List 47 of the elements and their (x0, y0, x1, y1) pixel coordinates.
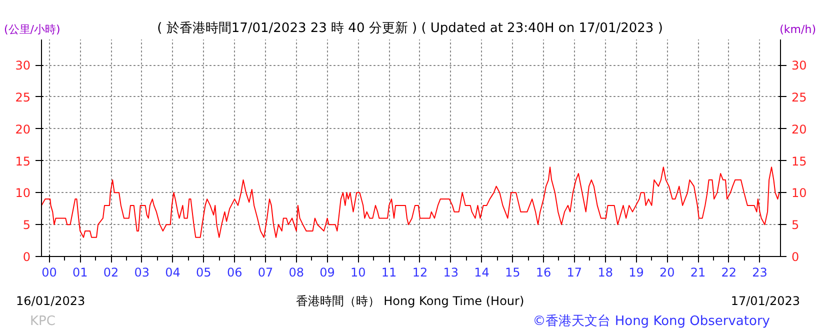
x-tick-label: 03 (134, 266, 150, 280)
x-tick-label: 19 (628, 266, 644, 280)
y2-tick-label: 5 (792, 218, 800, 232)
x-tick-label: 04 (165, 266, 180, 280)
text: KPC (30, 313, 56, 331)
x-tick-label: 13 (443, 266, 458, 280)
y2-axis-title: (km/h) (780, 22, 816, 38)
line-series (42, 166, 780, 238)
x-tick-label: 08 (288, 266, 304, 280)
x-tick-label: 14 (474, 266, 490, 280)
x-tick-label: 18 (598, 266, 613, 280)
x-tick-label: 20 (659, 266, 675, 280)
x-tick-label: 06 (226, 266, 242, 280)
y-axis-title: (公里/小時) (4, 22, 60, 38)
text: ©香港天文台 Hong Kong Observatory (532, 313, 770, 331)
x-tick-label: 12 (412, 266, 428, 280)
y-tick-label: 5 (22, 218, 31, 232)
x-tick-label: 11 (381, 266, 397, 280)
text: 16/01/2023 (16, 293, 86, 310)
y2-tick-label: 20 (792, 122, 807, 136)
x-tick-label: 00 (42, 266, 57, 280)
y2-tick-label: 0 (792, 250, 800, 264)
y-tick-label: 0 (22, 250, 31, 264)
x-tick-label: 21 (690, 266, 706, 280)
x-tick-label: 01 (72, 266, 88, 280)
y-tick-label: 20 (15, 122, 31, 136)
x-tick-label: 16 (536, 266, 552, 280)
x-tick-label: 23 (752, 266, 768, 280)
y2-tick-label: 25 (792, 90, 807, 104)
y2-tick-label: 15 (792, 154, 807, 168)
x-tick-label: 07 (258, 266, 274, 280)
x-tick-label: 15 (505, 266, 520, 280)
x-tick-label: 09 (320, 266, 335, 280)
x-tick-label: 02 (103, 266, 119, 280)
y-tick-label: 15 (15, 154, 31, 168)
x-tick-label: 22 (721, 266, 737, 280)
chart-title: ( 於香港時間17/01/2023 23 時 40 分更新 ) ( Updated at 23:40H on 17/01/2023 ) (157, 21, 663, 36)
y-tick-label: 10 (15, 186, 31, 200)
x-tick-label: 05 (196, 266, 212, 280)
y2-tick-label: 30 (792, 58, 807, 73)
text: 17/01/2023 (730, 293, 800, 310)
x-tick-label: 17 (566, 266, 582, 280)
y-tick-label: 30 (15, 58, 31, 73)
x-axis-title: 香港時間（時） Hong Kong Time (Hour) (296, 294, 524, 308)
y-tick-label: 25 (15, 90, 31, 104)
x-tick-label: 10 (350, 266, 366, 280)
y2-tick-label: 10 (792, 186, 807, 200)
